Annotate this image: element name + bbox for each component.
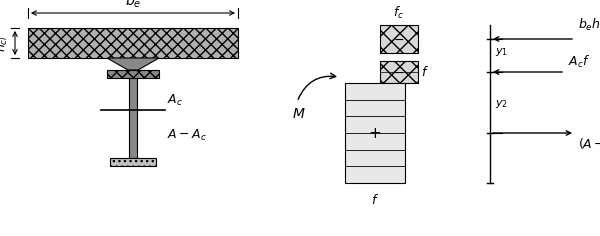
Bar [110, 158, 156, 166]
Text: $b_eh_{cl}f_c$: $b_eh_{cl}f_c$ [578, 17, 600, 33]
Text: $f_c$: $f_c$ [394, 5, 404, 21]
Text: $(A-A_c)f$: $(A-A_c)f$ [578, 137, 600, 153]
Text: $-$: $-$ [394, 66, 404, 79]
Bar [28, 28, 238, 58]
Text: $y_1$: $y_1$ [495, 46, 508, 59]
Text: $h_{cl}$: $h_{cl}$ [0, 34, 10, 51]
Bar [129, 78, 137, 158]
Text: $A_c$: $A_c$ [167, 93, 183, 108]
Text: $A_c f$: $A_c f$ [568, 54, 590, 70]
Text: $f$: $f$ [421, 65, 429, 79]
Text: $M$: $M$ [292, 107, 306, 121]
Text: $f$: $f$ [371, 193, 379, 207]
Text: $+$: $+$ [368, 126, 382, 140]
Text: $A-A_c$: $A-A_c$ [167, 128, 207, 143]
Bar [380, 25, 418, 53]
Text: $-$: $-$ [394, 33, 404, 46]
Bar [107, 70, 159, 78]
Polygon shape [107, 58, 159, 70]
Text: $y_2$: $y_2$ [495, 98, 508, 110]
Bar [345, 83, 405, 183]
Bar [380, 61, 418, 83]
Text: $b_e$: $b_e$ [125, 0, 141, 10]
